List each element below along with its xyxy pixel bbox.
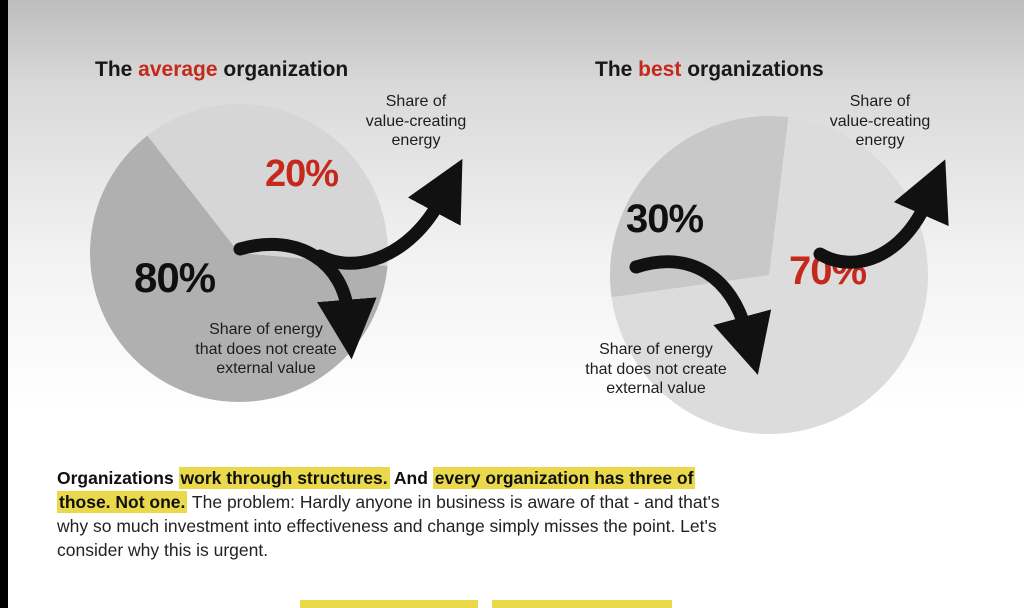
body-paragraph: Organizations work through structures. A… bbox=[57, 466, 725, 563]
paragraph-segment: And bbox=[389, 468, 433, 488]
waste-share-percent: 30% bbox=[626, 197, 704, 241]
chart-title-average: The average organization bbox=[95, 58, 348, 82]
waste-energy-label: Share of energy that does not create ext… bbox=[585, 341, 727, 398]
value-energy-label: Share of value-creating energy bbox=[365, 93, 467, 150]
paragraph-segment: work through structures. bbox=[178, 467, 390, 489]
waste-share-percent: 80% bbox=[134, 254, 216, 301]
chart-title-prefix: The bbox=[595, 58, 639, 81]
chart-title-suffix: organization bbox=[217, 58, 349, 81]
chart-title-best: The best organizations bbox=[595, 58, 824, 82]
chart-title-suffix: organizations bbox=[681, 58, 824, 81]
chart-title-accent: best bbox=[638, 58, 682, 81]
paragraph-segment: Organizations bbox=[57, 468, 179, 488]
chart-title-accent: average bbox=[138, 58, 218, 81]
partial-highlight-line bbox=[300, 600, 478, 608]
waste-energy-label: Share of energy that does not create ext… bbox=[195, 321, 337, 378]
value-energy-label: Share of value-creating energy bbox=[829, 93, 931, 150]
partial-highlight-line bbox=[492, 600, 672, 608]
chart-title-prefix: The bbox=[95, 58, 139, 81]
value-share-percent: 20% bbox=[265, 153, 339, 195]
paragraph-segment: The problem: Hardly anyone in business i… bbox=[57, 492, 720, 561]
left-edge-bar bbox=[0, 0, 8, 608]
value-share-percent: 70% bbox=[789, 249, 867, 293]
